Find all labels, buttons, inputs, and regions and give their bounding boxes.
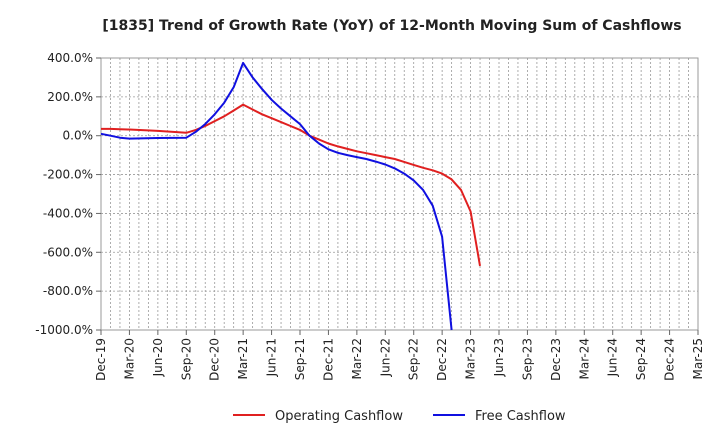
y-tick-label: 0.0% bbox=[63, 129, 94, 143]
legend-label-operating-cashflow: Operating Cashflow bbox=[275, 409, 403, 424]
x-tick-label: Mar-21 bbox=[236, 338, 250, 379]
x-tick-label: Dec-22 bbox=[435, 338, 449, 381]
x-tick-label: Mar-24 bbox=[577, 338, 591, 379]
x-tick-label: Dec-23 bbox=[549, 338, 563, 381]
y-tick-label: 400.0% bbox=[47, 51, 93, 65]
series-line-free-cashflow bbox=[100, 61, 453, 331]
x-tick-label: Sep-21 bbox=[293, 338, 307, 380]
x-tick-label: Jun-23 bbox=[492, 338, 506, 377]
plot-area bbox=[100, 57, 699, 331]
x-tick-label: Dec-24 bbox=[663, 338, 677, 381]
chart-title: [1835] Trend of Growth Rate (YoY) of 12-… bbox=[102, 18, 681, 34]
series-lines bbox=[100, 61, 481, 331]
x-tick-label: Sep-20 bbox=[179, 338, 193, 380]
x-tick-label: Mar-23 bbox=[464, 338, 478, 379]
y-tick-label: -400.0% bbox=[43, 206, 93, 220]
x-tick-label: Jun-21 bbox=[265, 338, 279, 377]
x-tick-label: Sep-24 bbox=[634, 338, 648, 380]
x-tick-label: Sep-22 bbox=[407, 338, 421, 380]
x-tick-label: Mar-20 bbox=[122, 338, 136, 379]
axes: 400.0% 200.0% 0.0% -200.0% -400.0% -600.0% -80… bbox=[35, 51, 705, 381]
x-tick-label: Jun-22 bbox=[378, 338, 392, 377]
x-tick-label: Dec-21 bbox=[321, 338, 335, 381]
x-tick-label: Mar-25 bbox=[691, 338, 705, 379]
y-tick-label: 200.0% bbox=[47, 90, 93, 104]
y-tick-label: -200.0% bbox=[43, 168, 93, 182]
y-tick-label: -600.0% bbox=[43, 245, 93, 259]
legend: Operating Cashflow Free Cashflow bbox=[233, 409, 566, 424]
grid bbox=[100, 57, 699, 331]
x-tick-label: Dec-20 bbox=[208, 338, 222, 381]
x-tick-label: Jun-24 bbox=[606, 338, 620, 377]
legend-label-free-cashflow: Free Cashflow bbox=[475, 409, 566, 424]
y-tick-label: -1000.0% bbox=[35, 323, 93, 337]
y-tick-label: -800.0% bbox=[43, 284, 93, 298]
x-tick-label: Mar-22 bbox=[350, 338, 364, 379]
x-tick-label: Dec-19 bbox=[94, 338, 108, 381]
x-tick-label: Sep-23 bbox=[520, 338, 534, 380]
x-tick-label: Jun-20 bbox=[151, 338, 165, 377]
